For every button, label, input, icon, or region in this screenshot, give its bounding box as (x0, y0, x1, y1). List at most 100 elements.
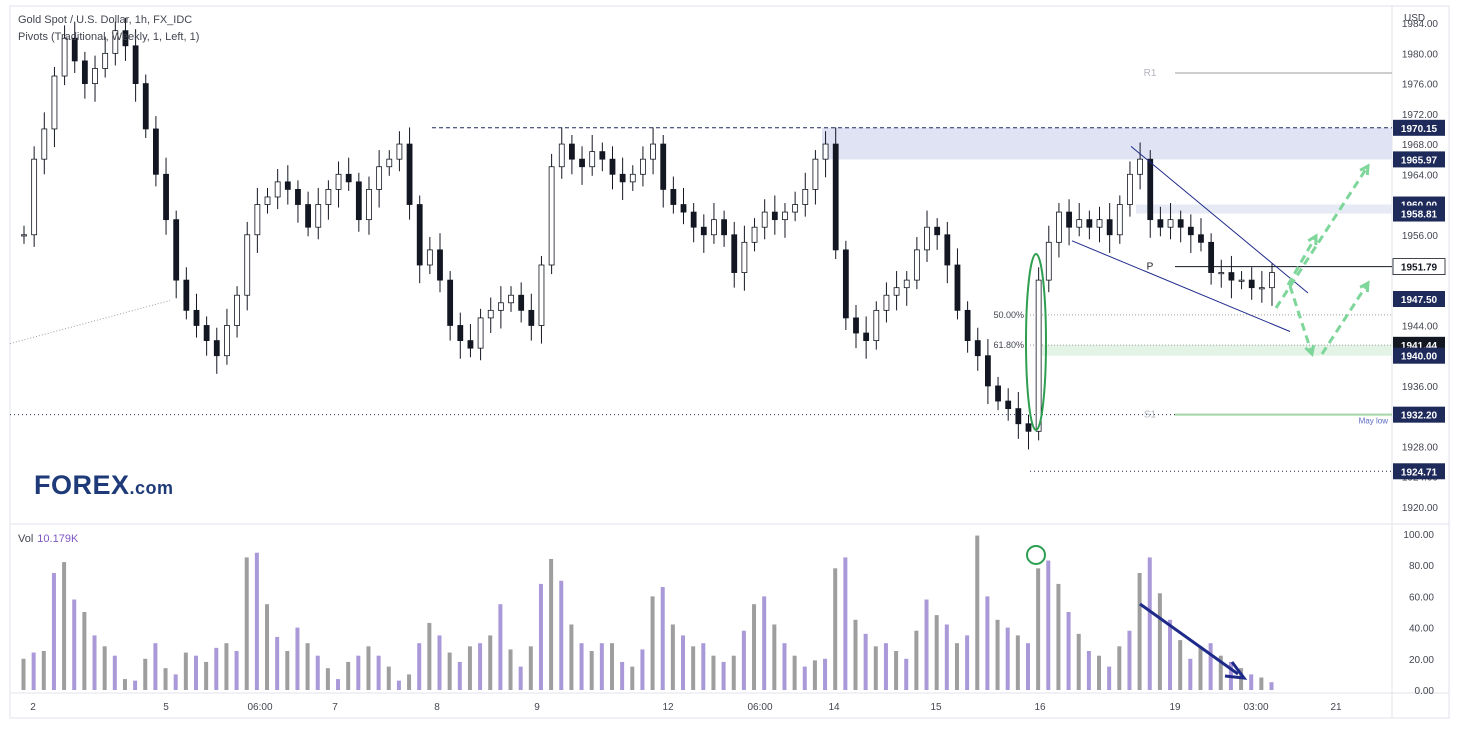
volume-bar (1107, 666, 1112, 690)
price-flags[interactable]: 1970.151965.971960.001958.811951.791947.… (1392, 119, 1446, 480)
volume-highlight-circle (1026, 544, 1046, 565)
price-flag-label: 1965.97 (1401, 155, 1438, 166)
candle-body (1096, 219, 1103, 228)
volume-bar (467, 646, 472, 690)
candle-body (842, 249, 849, 319)
price-flag[interactable] (1393, 119, 1445, 136)
candle-body (153, 128, 159, 175)
candle-body (670, 189, 677, 205)
candle-body (903, 279, 910, 289)
volume-bar (518, 666, 523, 690)
price-tick-label: 1972.00 (1402, 110, 1439, 121)
candle-body (335, 173, 342, 190)
candle-body (92, 68, 98, 84)
volume-bar (609, 643, 614, 690)
price-flag[interactable] (1393, 151, 1445, 168)
candle-body (609, 158, 616, 175)
volume-bar (356, 655, 361, 690)
volume-bar (295, 627, 300, 690)
time-tick-label: 15 (930, 702, 942, 713)
projection-arrowhead (1307, 233, 1318, 246)
volume-legend[interactable]: Vol 10.179K (18, 533, 78, 545)
projection-arrow (1286, 235, 1318, 286)
candle-body (893, 287, 900, 296)
price-flag[interactable] (1393, 291, 1445, 308)
price-flag[interactable] (1392, 258, 1446, 275)
candle-body (548, 166, 555, 266)
volume-bar (1157, 593, 1162, 690)
volume-bar (711, 655, 716, 690)
volume-bar (904, 658, 909, 690)
volume-bar (82, 612, 87, 690)
volume-bar (741, 630, 746, 690)
candle-body (690, 211, 697, 228)
volume-bar (204, 661, 209, 690)
volume-bar (640, 649, 645, 690)
time-tick-label: 5 (163, 702, 169, 713)
legend-symbol[interactable]: Gold Spot / U.S. Dollar, 1h, FX_IDC (18, 14, 193, 26)
volume-bar (762, 596, 767, 690)
candle-body (254, 204, 261, 236)
price-tick-label: 1984.00 (1402, 19, 1439, 30)
candle-body (284, 181, 291, 190)
volume-label: Vol (18, 533, 34, 545)
fib-label: 50.00% (993, 310, 1024, 320)
volume-bar (498, 604, 503, 690)
legend-pivots[interactable]: Pivots (Traditional, Weekly, 1, Left, 1) (18, 31, 200, 43)
currency-label[interactable]: USD (1404, 13, 1426, 24)
volume-bar (488, 635, 493, 690)
price-flag[interactable] (1393, 463, 1445, 480)
volume-bar (285, 651, 290, 690)
volume-bar (721, 661, 726, 690)
projection-arrow (1320, 282, 1370, 355)
candle-body (771, 211, 778, 221)
candle-body (944, 234, 951, 266)
price-tick-label: 1980.00 (1402, 49, 1439, 60)
volume-bar (437, 635, 442, 690)
candle-body (1147, 158, 1154, 221)
projection-arrow (1288, 285, 1314, 355)
candle-body (61, 37, 68, 77)
volume-bar (62, 562, 67, 690)
candle-body (244, 234, 251, 296)
candle-body (41, 128, 48, 160)
price-flag[interactable] (1393, 406, 1445, 423)
volume-bar (325, 668, 330, 690)
volume-bar (457, 661, 462, 690)
candle-body (528, 309, 535, 326)
candle-body (345, 173, 352, 183)
candle-body (995, 385, 1001, 402)
time-tick-label: 14 (828, 702, 840, 713)
candle-body (396, 143, 403, 160)
candle-body (1076, 219, 1083, 228)
wedge-lower-line (1071, 240, 1291, 332)
price-flag-label: 1932.20 (1401, 411, 1438, 422)
zone (1042, 344, 1392, 356)
candle-body (376, 166, 383, 190)
volume-bar (1168, 619, 1173, 690)
volume-bar (752, 604, 757, 690)
volume-bar (853, 619, 858, 690)
annotation-may-low: May low (1359, 417, 1389, 426)
price-flag[interactable] (1393, 347, 1445, 364)
price-tick-label: 1936.00 (1402, 382, 1439, 393)
candle-body (355, 181, 362, 221)
volume-bars (21, 535, 1274, 690)
time-tick-label: 03:00 (1243, 702, 1268, 713)
price-flag[interactable] (1393, 205, 1445, 222)
candle-body (1208, 241, 1215, 273)
volume-bar (31, 652, 36, 690)
candle-body (589, 151, 596, 168)
volume-bar (1147, 557, 1152, 690)
pivot-label: R1 (1144, 68, 1157, 79)
volume-bar (772, 624, 777, 690)
candle-body (264, 196, 271, 205)
candle-body (569, 143, 575, 160)
candle-body (650, 143, 656, 160)
candle-body (1198, 234, 1204, 243)
volume-bar (265, 604, 270, 690)
volume-bar (1269, 682, 1274, 690)
volume-bar (579, 643, 584, 690)
candle-body (1218, 272, 1225, 275)
